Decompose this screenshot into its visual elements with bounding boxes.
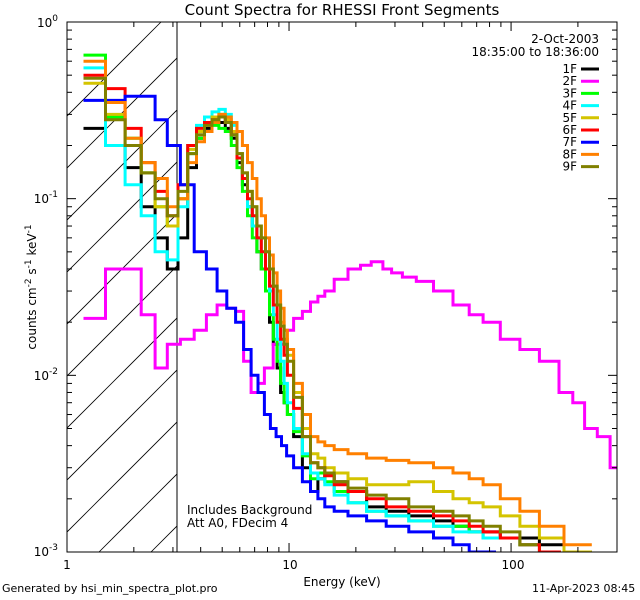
legend-label-4f: 4F <box>562 99 577 113</box>
legend-label-2f: 2F <box>562 74 577 88</box>
series-line-9f <box>83 76 538 547</box>
hatch-line <box>67 265 177 377</box>
hatch-line <box>67 22 162 117</box>
hatch-line <box>67 317 177 429</box>
hatch-line <box>411 22 640 552</box>
legend-label-3f: 3F <box>562 86 577 100</box>
x-tick-label-100: 100 <box>502 558 525 572</box>
plot-frame <box>66 21 618 553</box>
y-tick-label-1e-2: 10-2 <box>34 367 58 383</box>
y-tick-labels: 10-3 10-2 10-1 100 <box>34 14 59 559</box>
chart-title: Count Spectra for RHESSI Front Segments <box>185 1 500 19</box>
attenuator-note: Att A0, FDecim 4 <box>187 516 288 530</box>
x-tick-label-10: 10 <box>282 558 297 572</box>
y-tick-label-1e-3: 10-3 <box>34 543 58 559</box>
hatch-line <box>67 421 177 533</box>
hatch-line <box>567 22 640 552</box>
x-axis-label: Energy (keV) <box>303 575 380 589</box>
legend-label-6f: 6F <box>562 123 577 137</box>
hatch-line <box>67 109 177 221</box>
legend-label-1f: 1F <box>562 62 577 76</box>
hatch-line <box>619 22 640 552</box>
date-label: 2-Oct-2003 <box>531 32 599 46</box>
y-axis-label: counts cm-2 s-1 keV-1 <box>24 224 39 349</box>
series-line-7f <box>83 94 496 552</box>
series-lines <box>83 53 617 552</box>
axis-ticks <box>66 21 618 553</box>
timestamp-footer: 11-Apr-2023 08:45 <box>532 582 636 595</box>
series-line-1f <box>83 118 592 552</box>
hatch-line <box>98 473 177 552</box>
hatch-line <box>67 369 177 481</box>
series-line-6f <box>83 73 561 552</box>
y-tick-label-1e-1: 10-1 <box>34 190 58 206</box>
hatch-line <box>463 22 640 552</box>
hatch-line <box>307 22 640 552</box>
hatch-line <box>359 22 640 552</box>
generated-by-footer: Generated by hsi_min_spectra_plot.pro <box>2 582 218 595</box>
legend-label-7f: 7F <box>562 135 577 149</box>
legend-label-8f: 8F <box>562 147 577 161</box>
background-note: Includes Background <box>187 503 312 517</box>
legend-label-9f: 9F <box>562 160 577 174</box>
series-line-8f <box>83 59 592 547</box>
y-tick-label-1e0: 100 <box>37 14 58 30</box>
x-tick-label-1: 1 <box>63 558 71 572</box>
x-tick-labels: 1 10 100 <box>63 558 524 572</box>
legend-label-5f: 5F <box>562 111 577 125</box>
series-line-2f <box>83 260 617 470</box>
time-range-label: 18:35:00 to 18:36:00 <box>472 45 599 59</box>
hatch-line <box>515 22 640 552</box>
